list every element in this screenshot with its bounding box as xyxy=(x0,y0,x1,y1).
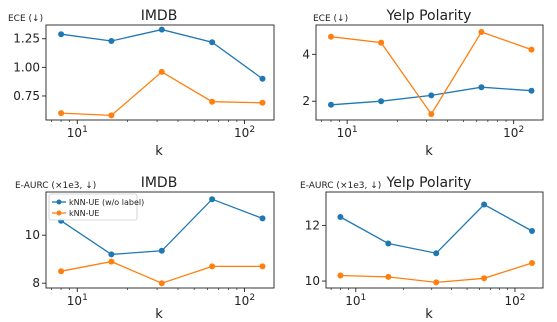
data-point xyxy=(428,92,435,99)
chart-panel: IMDB ECE (↓) k xyxy=(8,8,177,159)
x-tick-label: 102 xyxy=(234,293,255,308)
chart-title: Yelp Polarity xyxy=(386,175,472,191)
data-point xyxy=(259,99,266,106)
legend-label: kNN-UE (w/o label) xyxy=(69,198,144,207)
y-tick-label: 8 xyxy=(32,276,40,290)
data-point xyxy=(481,275,488,282)
legend-label: kNN-UE xyxy=(69,209,99,218)
y-axis-label: ECE (↓) xyxy=(8,14,43,24)
axes-frame xyxy=(315,24,544,121)
plot-area: 101 102 8 10 kNN-UE (w/o label) kNN-UE xyxy=(25,191,275,308)
data-point xyxy=(378,98,385,105)
y-tick-label: 4 xyxy=(302,47,310,61)
chart-title: Yelp Polarity xyxy=(386,8,472,24)
legend-frame xyxy=(48,193,138,221)
legend: kNN-UE (w/o label) kNN-UE xyxy=(48,193,144,221)
x-tick-label: 102 xyxy=(504,293,525,308)
x-axis-label: k xyxy=(425,144,433,159)
y-tick-label: 0.75 xyxy=(13,89,40,103)
data-point xyxy=(528,87,535,94)
data-point xyxy=(529,228,535,234)
x-tick-label: 101 xyxy=(337,125,358,140)
data-point xyxy=(433,250,440,257)
axes-frame xyxy=(45,24,275,121)
series-line xyxy=(340,203,533,254)
y-tick-label: 1.00 xyxy=(13,60,40,74)
data-point xyxy=(158,68,165,75)
data-point xyxy=(378,39,385,46)
x-axis-label: k xyxy=(155,307,163,322)
series-line xyxy=(60,260,263,284)
y-tick-label: 1.25 xyxy=(13,32,40,46)
y-tick-label: 10 xyxy=(25,228,40,242)
series-line xyxy=(330,31,532,116)
x-axis-label: k xyxy=(425,307,433,322)
chart-title: IMDB xyxy=(141,175,178,191)
chart-panel: IMDB E-AURC (×1e3, ↓) k xyxy=(15,175,177,322)
data-point xyxy=(478,29,485,35)
data-point xyxy=(259,75,266,82)
data-point xyxy=(478,84,485,91)
y-tick-label: 2 xyxy=(302,94,310,108)
x-axis-label: k xyxy=(155,144,163,159)
data-point xyxy=(259,263,266,270)
axes-frame xyxy=(45,191,275,289)
data-point xyxy=(58,110,65,117)
plot-area: 101 102 10 12 xyxy=(305,191,544,308)
data-point xyxy=(58,31,65,38)
plot-area: 101 102 0.75 1.00 1.25 xyxy=(13,24,275,140)
x-tick-label: 102 xyxy=(503,125,524,140)
legend-swatch-marker xyxy=(56,210,62,216)
data-point xyxy=(108,112,115,119)
series-line xyxy=(61,71,263,117)
chart-panel: Yelp Polarity ECE (↓) k xyxy=(313,8,471,159)
data-point xyxy=(385,240,392,247)
data-point xyxy=(428,111,435,118)
data-point xyxy=(337,272,344,279)
data-point xyxy=(259,215,266,222)
data-point xyxy=(433,279,440,286)
data-point xyxy=(158,247,165,254)
data-point xyxy=(158,26,165,33)
data-point xyxy=(528,46,535,53)
data-point xyxy=(328,33,334,40)
chart-title: IMDB xyxy=(141,8,178,24)
y-tick-label: 10 xyxy=(305,274,320,288)
y-axis-label: ECE (↓) xyxy=(313,14,348,24)
data-point xyxy=(108,38,115,44)
data-point xyxy=(385,273,392,280)
chart-panel: Yelp Polarity E-AURC (×1e3, ↓) k xyxy=(300,175,471,322)
plot-area: 101 102 2 4 xyxy=(302,24,544,140)
x-tick-label: 101 xyxy=(67,125,88,140)
x-tick-label: 101 xyxy=(345,293,366,308)
data-point xyxy=(209,263,216,270)
data-point xyxy=(209,98,216,105)
data-point xyxy=(481,201,488,208)
axes-frame xyxy=(325,191,544,289)
data-point xyxy=(209,39,216,46)
legend-swatch-marker xyxy=(56,199,62,205)
y-tick-label: 12 xyxy=(305,218,320,232)
data-point xyxy=(108,251,115,258)
data-point xyxy=(529,260,535,266)
data-point xyxy=(328,101,334,108)
data-point xyxy=(108,258,115,265)
data-point xyxy=(58,268,65,275)
y-axis-label: E-AURC (×1e3, ↓) xyxy=(300,181,381,191)
data-point xyxy=(337,214,344,220)
y-axis-label: E-AURC (×1e3, ↓) xyxy=(15,181,96,191)
x-tick-label: 102 xyxy=(234,125,255,140)
data-point xyxy=(158,280,165,287)
x-tick-label: 101 xyxy=(67,293,88,308)
data-point xyxy=(209,196,216,203)
